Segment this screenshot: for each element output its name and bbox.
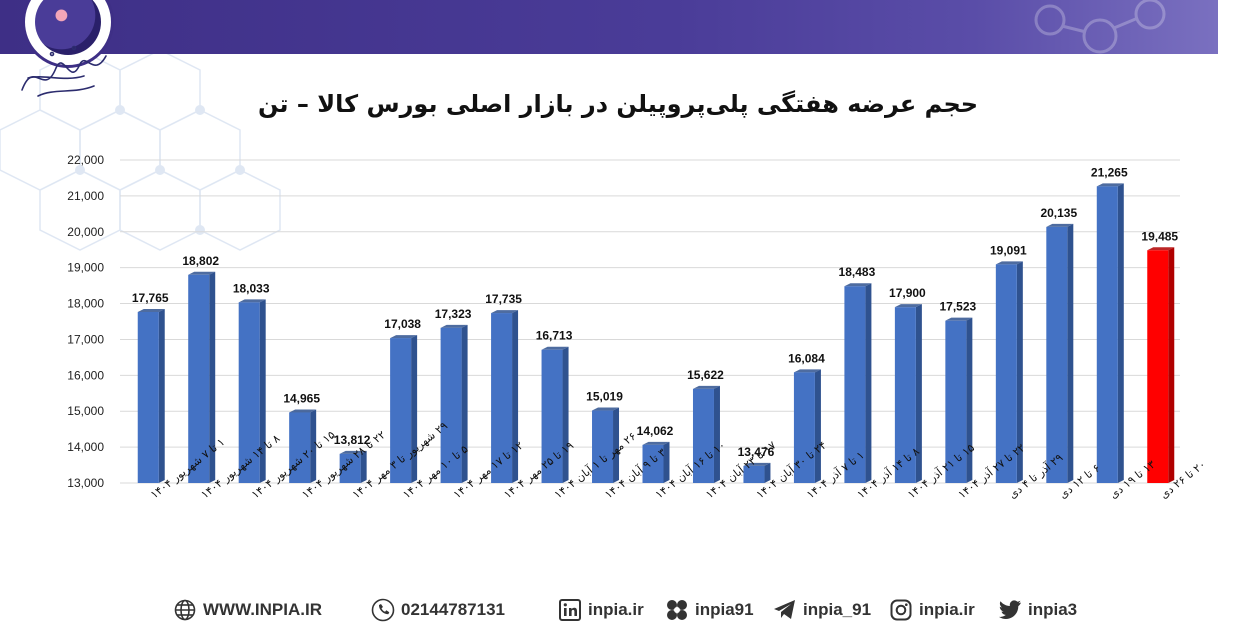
bar bbox=[995, 261, 1023, 483]
bar bbox=[339, 450, 367, 483]
instagram-text: inpia.ir bbox=[919, 599, 975, 619]
footer-website[interactable]: WWW.INPIA.IR bbox=[173, 596, 322, 623]
linkedin-icon bbox=[558, 598, 582, 622]
bar-value-label: 18,483 bbox=[839, 265, 876, 279]
y-tick-label: 13,000 bbox=[67, 476, 104, 490]
bar-value-label: 19,485 bbox=[1141, 229, 1178, 243]
footer-telegram[interactable]: inpia_91 bbox=[773, 596, 871, 623]
twitter-text: inpia3 bbox=[1028, 599, 1078, 619]
y-axis: 13,000 14,000 15,000 16,000 17,000 18,000 19,0… bbox=[67, 153, 104, 490]
footer: WWW.INPIA.IR 02144787131 inpia.ir inpia9… bbox=[0, 596, 1246, 623]
y-tick-label: 17,000 bbox=[67, 332, 104, 346]
bar bbox=[137, 308, 165, 483]
bar-value-label: 18,033 bbox=[233, 281, 270, 295]
bar bbox=[491, 310, 519, 483]
bar-value-label: 18,802 bbox=[182, 254, 219, 268]
bar bbox=[793, 369, 821, 483]
footer-other-social[interactable]: inpia91 bbox=[665, 596, 754, 623]
bar-value-label: 14,062 bbox=[637, 424, 674, 438]
y-tick-label: 20,000 bbox=[67, 225, 104, 239]
bar-value-label: 20,135 bbox=[1040, 206, 1077, 220]
bar-value-label: 13,812 bbox=[334, 433, 371, 447]
value-labels: 17,765 18,802 18,033 14,965 13,812 17,038 17,3… bbox=[132, 165, 1179, 459]
bar-value-label: 14,965 bbox=[283, 391, 320, 405]
bar-value-label: 17,038 bbox=[384, 317, 421, 331]
bar-value-label: 17,735 bbox=[485, 292, 522, 306]
header-banner bbox=[0, 0, 1218, 54]
bar-value-label: 15,622 bbox=[687, 368, 724, 382]
bar bbox=[289, 409, 317, 483]
phone-icon bbox=[371, 598, 395, 622]
y-tick-label: 18,000 bbox=[67, 297, 104, 311]
bar bbox=[844, 283, 872, 483]
social-network-icon bbox=[665, 598, 689, 622]
bar bbox=[440, 324, 468, 483]
twitter-icon bbox=[998, 598, 1022, 622]
y-tick-label: 15,000 bbox=[67, 404, 104, 418]
bar-value-label: 17,323 bbox=[435, 307, 472, 321]
bar bbox=[642, 441, 670, 483]
bar-value-label: 15,019 bbox=[586, 390, 623, 404]
footer-linkedin[interactable]: inpia.ir bbox=[558, 596, 644, 623]
bar-value-label: 16,713 bbox=[536, 329, 573, 343]
y-tick-label: 22,000 bbox=[67, 153, 104, 167]
bar bbox=[692, 385, 720, 483]
bars bbox=[137, 183, 1175, 483]
bar bbox=[894, 304, 922, 483]
y-tick-label: 14,000 bbox=[67, 440, 104, 454]
y-tick-label: 21,000 bbox=[67, 189, 104, 203]
bar bbox=[238, 299, 266, 483]
globe-icon bbox=[173, 598, 197, 622]
bar-value-label: 19,091 bbox=[990, 243, 1027, 257]
association-logo bbox=[22, 0, 114, 68]
bar-value-label: 13,476 bbox=[738, 445, 775, 459]
bar bbox=[541, 346, 569, 483]
telegram-icon bbox=[773, 598, 797, 622]
bar-value-label: 17,900 bbox=[889, 286, 926, 300]
other-social-text: inpia91 bbox=[695, 599, 754, 619]
bar-value-label: 17,765 bbox=[132, 291, 169, 305]
instagram-icon bbox=[889, 598, 913, 622]
bar-value-label: 21,265 bbox=[1091, 165, 1128, 179]
bar-value-label: 17,523 bbox=[940, 300, 977, 314]
bar bbox=[1046, 223, 1074, 483]
bar bbox=[390, 335, 418, 483]
website-text: WWW.INPIA.IR bbox=[203, 599, 322, 619]
footer-instagram[interactable]: inpia.ir bbox=[889, 596, 975, 623]
linkedin-text: inpia.ir bbox=[588, 599, 644, 619]
background-hexagon-pattern bbox=[0, 49, 320, 330]
bar bbox=[743, 462, 771, 483]
bar bbox=[1096, 183, 1124, 483]
footer-phone[interactable]: 02144787131 bbox=[371, 596, 505, 623]
molecule-decoration bbox=[1034, 0, 1166, 54]
telegram-text: inpia_91 bbox=[803, 599, 872, 619]
bar-value-label: 16,084 bbox=[788, 351, 825, 365]
y-tick-label: 19,000 bbox=[67, 261, 104, 275]
calligraphy-signature-logo bbox=[21, 45, 107, 97]
phone-text: 02144787131 bbox=[401, 599, 506, 619]
chart-title: حجم عرضه هفتگی پلی‌پروپیلن در بازار اصلی… bbox=[258, 90, 978, 118]
footer-twitter[interactable]: inpia3 bbox=[998, 596, 1077, 623]
bar bbox=[188, 271, 216, 483]
bar bbox=[592, 407, 620, 483]
y-tick-label: 16,000 bbox=[67, 368, 104, 382]
bar bbox=[1147, 247, 1175, 483]
bar bbox=[945, 317, 973, 483]
